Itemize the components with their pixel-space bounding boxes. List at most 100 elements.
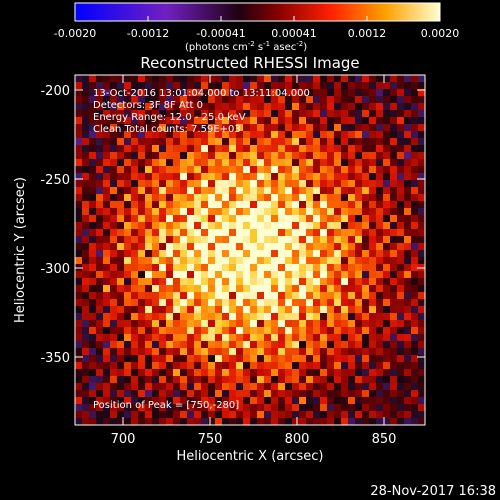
image-pixel: [124, 166, 131, 173]
image-pixel: [285, 411, 292, 418]
image-pixel: [257, 166, 264, 173]
image-pixel: [138, 418, 145, 425]
image-pixel: [243, 110, 250, 117]
image-pixel: [418, 215, 425, 222]
image-pixel: [236, 362, 243, 369]
image-pixel: [159, 313, 166, 320]
image-pixel: [173, 117, 180, 124]
image-pixel: [89, 236, 96, 243]
image-pixel: [229, 390, 236, 397]
image-pixel: [75, 271, 82, 278]
image-pixel: [320, 173, 327, 180]
image-pixel: [194, 110, 201, 117]
image-pixel: [327, 145, 334, 152]
image-pixel: [166, 124, 173, 131]
image-pixel: [278, 313, 285, 320]
image-pixel: [306, 285, 313, 292]
image-pixel: [208, 376, 215, 383]
image-pixel: [208, 292, 215, 299]
image-pixel: [180, 166, 187, 173]
image-pixel: [257, 411, 264, 418]
image-pixel: [215, 418, 222, 425]
image-pixel: [75, 285, 82, 292]
image-pixel: [299, 75, 306, 82]
image-pixel: [285, 82, 292, 89]
image-pixel: [110, 110, 117, 117]
image-pixel: [173, 145, 180, 152]
image-pixel: [257, 334, 264, 341]
image-pixel: [320, 152, 327, 159]
image-pixel: [327, 327, 334, 334]
image-pixel: [383, 320, 390, 327]
image-pixel: [152, 411, 159, 418]
image-pixel: [376, 264, 383, 271]
image-pixel: [187, 257, 194, 264]
image-pixel: [320, 124, 327, 131]
image-pixel: [271, 271, 278, 278]
image-pixel: [222, 285, 229, 292]
image-pixel: [369, 117, 376, 124]
image-pixel: [264, 390, 271, 397]
image-pixel: [341, 292, 348, 299]
image-pixel: [215, 376, 222, 383]
image-pixel: [75, 404, 82, 411]
image-pixel: [362, 271, 369, 278]
image-pixel: [180, 320, 187, 327]
image-pixel: [397, 355, 404, 362]
image-pixel: [250, 222, 257, 229]
image-pixel: [117, 152, 124, 159]
image-pixel: [75, 369, 82, 376]
image-pixel: [159, 292, 166, 299]
image-pixel: [117, 306, 124, 313]
image-pixel: [138, 180, 145, 187]
image-pixel: [383, 96, 390, 103]
image-pixel: [362, 215, 369, 222]
image-pixel: [124, 376, 131, 383]
image-pixel: [166, 180, 173, 187]
image-pixel: [208, 229, 215, 236]
image-pixel: [264, 362, 271, 369]
image-pixel: [173, 257, 180, 264]
image-pixel: [250, 341, 257, 348]
image-pixel: [404, 145, 411, 152]
y-axis-ticks: [75, 89, 425, 358]
image-pixel: [383, 383, 390, 390]
image-pixel: [285, 383, 292, 390]
image-pixel: [173, 285, 180, 292]
image-pixel: [348, 103, 355, 110]
image-pixel: [397, 376, 404, 383]
image-pixel: [264, 173, 271, 180]
image-pixel: [117, 327, 124, 334]
image-pixel: [180, 369, 187, 376]
image-pixel: [299, 124, 306, 131]
image-pixel: [404, 292, 411, 299]
image-pixel: [131, 299, 138, 306]
image-pixel: [166, 103, 173, 110]
image-pixel: [117, 313, 124, 320]
image-pixel: [278, 131, 285, 138]
image-pixel: [180, 299, 187, 306]
image-pixel: [369, 236, 376, 243]
image-pixel: [194, 159, 201, 166]
image-pixel: [271, 292, 278, 299]
image-pixel: [411, 320, 418, 327]
image-pixel: [313, 341, 320, 348]
image-pixel: [201, 355, 208, 362]
image-pixel: [418, 404, 425, 411]
image-pixel: [397, 341, 404, 348]
image-pixel: [292, 313, 299, 320]
image-pixel: [257, 124, 264, 131]
image-pixel: [411, 271, 418, 278]
image-pixel: [152, 145, 159, 152]
image-pixel: [201, 411, 208, 418]
image-pixel: [313, 222, 320, 229]
image-pixel: [257, 131, 264, 138]
image-pixel: [264, 418, 271, 425]
image-pixel: [348, 285, 355, 292]
image-pixel: [390, 250, 397, 257]
image-pixel: [117, 243, 124, 250]
image-pixel: [418, 327, 425, 334]
image-pixel: [362, 390, 369, 397]
image-pixel: [411, 194, 418, 201]
image-pixel: [369, 180, 376, 187]
